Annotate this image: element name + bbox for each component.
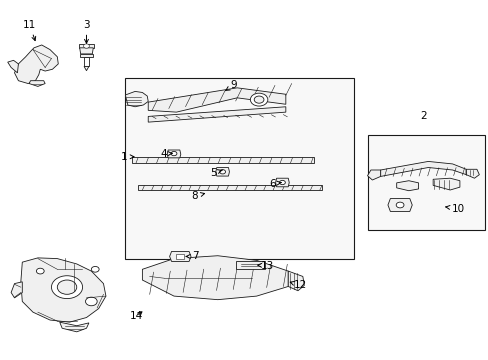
Polygon shape xyxy=(29,81,45,86)
Polygon shape xyxy=(60,322,89,332)
Circle shape xyxy=(279,180,285,185)
Circle shape xyxy=(51,276,82,298)
Circle shape xyxy=(254,96,264,103)
Text: 3: 3 xyxy=(83,19,90,43)
Polygon shape xyxy=(287,271,304,291)
Polygon shape xyxy=(80,48,93,54)
Polygon shape xyxy=(167,150,181,158)
Polygon shape xyxy=(380,161,465,176)
Bar xyxy=(368,135,484,230)
Polygon shape xyxy=(215,167,229,176)
Circle shape xyxy=(395,202,403,208)
Text: 10: 10 xyxy=(445,203,464,213)
Polygon shape xyxy=(125,91,148,107)
Text: 13: 13 xyxy=(257,261,274,271)
Polygon shape xyxy=(465,169,478,178)
Polygon shape xyxy=(148,88,285,112)
Polygon shape xyxy=(137,185,322,190)
Circle shape xyxy=(83,44,89,48)
Polygon shape xyxy=(79,44,94,48)
Text: 7: 7 xyxy=(186,251,199,261)
Polygon shape xyxy=(15,45,58,84)
Text: 6: 6 xyxy=(269,179,281,189)
Text: 2: 2 xyxy=(419,111,426,121)
Polygon shape xyxy=(148,107,285,122)
Polygon shape xyxy=(131,157,313,163)
Text: 11: 11 xyxy=(23,19,36,41)
Polygon shape xyxy=(275,178,288,187)
Polygon shape xyxy=(235,261,264,269)
Circle shape xyxy=(250,93,267,106)
Text: 14: 14 xyxy=(130,311,143,321)
Polygon shape xyxy=(432,178,459,190)
Circle shape xyxy=(91,266,99,272)
Text: 4: 4 xyxy=(160,149,172,159)
Polygon shape xyxy=(84,66,89,71)
Text: 9: 9 xyxy=(225,80,237,91)
Circle shape xyxy=(36,268,44,274)
Bar xyxy=(176,254,184,258)
Bar xyxy=(125,78,353,258)
Polygon shape xyxy=(21,258,106,322)
Polygon shape xyxy=(8,60,19,73)
Circle shape xyxy=(219,170,225,174)
Text: 12: 12 xyxy=(290,280,306,291)
Polygon shape xyxy=(142,256,287,300)
Text: 1: 1 xyxy=(121,152,134,162)
Polygon shape xyxy=(80,54,93,57)
Circle shape xyxy=(85,297,97,306)
Circle shape xyxy=(57,280,77,294)
Polygon shape xyxy=(11,282,22,298)
Circle shape xyxy=(171,152,177,156)
Polygon shape xyxy=(367,170,380,180)
Polygon shape xyxy=(84,57,89,66)
Polygon shape xyxy=(169,251,191,261)
Polygon shape xyxy=(396,181,418,191)
Polygon shape xyxy=(387,199,411,211)
Text: 8: 8 xyxy=(191,191,204,201)
Text: 5: 5 xyxy=(210,168,222,178)
